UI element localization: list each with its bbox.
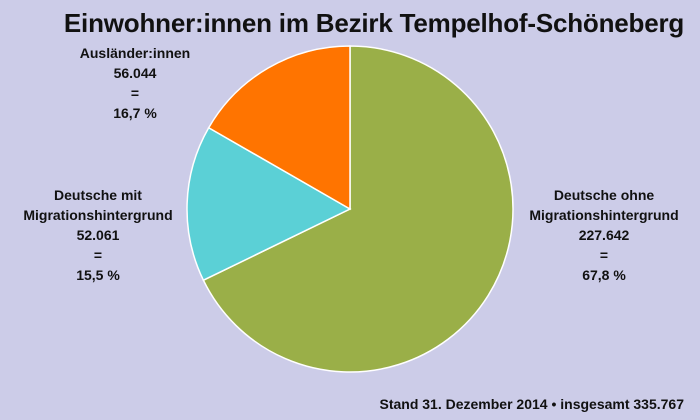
label-percent: 15,5 % (76, 267, 120, 283)
label-eq: = (599, 247, 609, 263)
slice-auslaender (207, 45, 351, 211)
label-percent: 67,8 % (582, 267, 626, 283)
label-value: 56.044 (113, 65, 157, 81)
label-value: 227.642 (578, 227, 630, 243)
slice-deutsche-mit (186, 126, 352, 282)
label-eq: = (93, 247, 103, 263)
label-deutsche-mit: Deutsche mit Migrationshintergrund 52.06… (23, 185, 172, 285)
label-line: Migrationshintergrund (529, 207, 679, 223)
slice-deutsche-ohne (202, 45, 514, 373)
label-line: Ausländer:innen (79, 45, 191, 61)
chart-title: Einwohner:innen im Bezirk Tempelhof-Schö… (63, 8, 685, 38)
label-value: 52.061 (76, 227, 120, 243)
label-eq: = (130, 85, 140, 101)
footer-note: Stand 31. Dezember 2014 • insgesamt 335.… (379, 396, 684, 412)
label-auslaender: Ausländer:innen 56.044 = 16,7 % (80, 43, 190, 123)
label-percent: 16,7 % (113, 105, 157, 121)
label-line: Deutsche mit (54, 187, 142, 203)
label-line: Deutsche ohne (553, 187, 655, 203)
label-deutsche-ohne: Deutsche ohne Migrationshintergrund 227.… (529, 185, 678, 285)
label-line: Migrationshintergrund (23, 207, 173, 223)
